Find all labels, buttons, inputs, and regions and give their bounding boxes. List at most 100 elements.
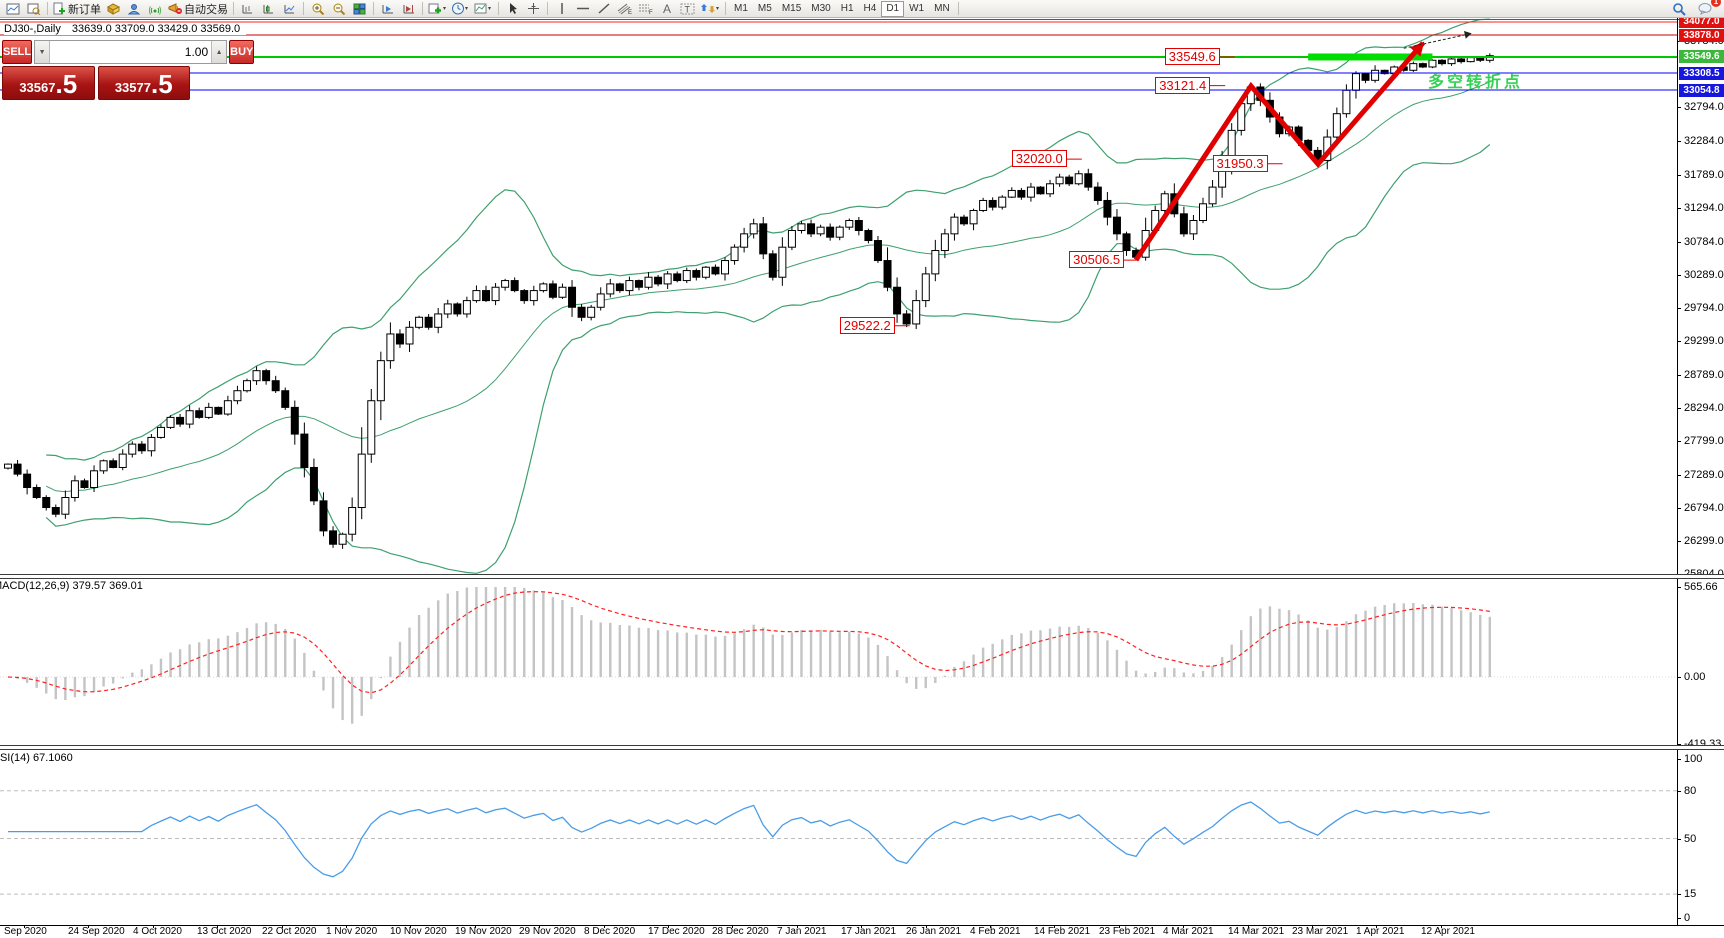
bar-chart-icon[interactable]	[237, 1, 258, 17]
price-level-tag: 33549.6	[1679, 50, 1724, 63]
date-tick	[346, 925, 347, 928]
text-icon[interactable]: A	[656, 1, 677, 17]
price-tick-label: 26299.0	[1684, 535, 1724, 547]
trendline-icon[interactable]	[593, 1, 614, 17]
chart-shift-icon[interactable]	[398, 1, 419, 17]
timeframe-w1[interactable]: W1	[909, 3, 925, 14]
toolbar-separator	[422, 2, 423, 15]
date-tick	[1248, 925, 1249, 928]
text-label-icon[interactable]: T	[677, 1, 698, 17]
axis-tick	[1677, 587, 1681, 588]
buy-price-display[interactable]: 33577 .5	[97, 66, 190, 100]
arrows-button[interactable]	[698, 1, 722, 17]
chart-window-icon[interactable]	[2, 1, 23, 17]
price-annotation: 33121.4	[1155, 77, 1211, 94]
date-label: 17 Dec 2020	[648, 926, 705, 937]
toolbar-right: 1	[1668, 0, 1722, 17]
pane-separator[interactable]	[0, 745, 1724, 750]
date-tick	[217, 925, 218, 928]
buy-button[interactable]: BUY	[229, 40, 255, 64]
date-label: 19 Nov 2020	[455, 926, 512, 937]
price-tick-label: 30784.0	[1684, 236, 1724, 248]
price-annotation: 30506.5	[1069, 251, 1125, 268]
date-label: 4 Oct 2020	[133, 926, 182, 937]
signals-icon[interactable]	[145, 1, 166, 17]
zoom-in-icon[interactable]	[307, 1, 328, 17]
timeframe-m5[interactable]: M5	[757, 3, 772, 14]
equidistant-channel-icon[interactable]: E	[614, 1, 635, 17]
autotrading-button[interactable]: 自动交易	[166, 1, 230, 17]
date-tick	[24, 925, 25, 928]
crosshair-icon[interactable]	[523, 1, 544, 17]
rsi-indicator-pane[interactable]	[0, 750, 1677, 925]
line-chart-icon[interactable]	[279, 1, 300, 17]
sell-price-display[interactable]: 33567 .5	[2, 66, 95, 100]
templates-button[interactable]	[472, 1, 495, 17]
date-tick	[539, 925, 540, 928]
date-label: 1 Nov 2020	[326, 926, 378, 937]
date-tick	[861, 925, 862, 928]
sell-button[interactable]: SELL	[2, 40, 33, 64]
rsi-tick-label: 50	[1684, 833, 1697, 845]
turning-point-label: 多空转折点	[1428, 74, 1524, 91]
axis-tick	[1677, 242, 1681, 243]
vertical-line-icon[interactable]	[551, 1, 572, 17]
axis-tick	[1677, 759, 1681, 760]
timeframe-h4[interactable]: H4	[863, 3, 877, 14]
date-tick	[153, 925, 154, 928]
candlestick-chart-icon[interactable]	[258, 1, 279, 17]
timeframe-mn[interactable]: MN	[934, 3, 950, 14]
svg-text:F: F	[649, 10, 653, 15]
fibonacci-icon[interactable]: F	[635, 1, 656, 17]
toolbar-separator	[47, 2, 48, 15]
axis-tick	[1677, 308, 1681, 309]
timeframe-m15[interactable]: M15	[781, 3, 802, 14]
date-tick	[1054, 925, 1055, 928]
one-click-trading-panel: SELL ▼ ▲ BUY 33567 .5 33577 .5	[2, 40, 255, 102]
data-window-icon[interactable]	[23, 1, 44, 17]
date-tick	[1441, 925, 1442, 928]
price-tick-label: 29299.0	[1684, 335, 1724, 347]
price-tick-label: 31294.0	[1684, 202, 1724, 214]
depth-of-market-icon[interactable]	[103, 1, 124, 17]
rsi-tick-label: 15	[1684, 888, 1697, 900]
tile-windows-icon[interactable]	[349, 1, 370, 17]
axis-tick	[1677, 475, 1681, 476]
new-order-button[interactable]: 新订单	[51, 1, 103, 17]
horizontal-line-icon[interactable]	[572, 1, 593, 17]
search-icon[interactable]	[1668, 1, 1689, 17]
price-chart-pane[interactable]	[0, 18, 1677, 576]
timeframe-h1[interactable]: H1	[840, 3, 854, 14]
price-tick-label: 28294.0	[1684, 402, 1724, 414]
auto-scroll-icon[interactable]	[377, 1, 398, 17]
volume-input[interactable]	[50, 41, 212, 63]
price-annotation: 33549.6	[1164, 48, 1220, 65]
main-toolbar: 新订单 自动交易 E F A T	[0, 0, 1724, 18]
notifications-button[interactable]: 1	[1695, 0, 1721, 17]
axis-tick	[1677, 894, 1681, 895]
axis-tick	[1677, 839, 1681, 840]
date-label: 8 Dec 2020	[584, 926, 636, 937]
macd-indicator-pane[interactable]	[0, 579, 1677, 747]
community-icon[interactable]	[124, 1, 145, 17]
volume-increase-button[interactable]: ▲	[211, 41, 227, 63]
price-tick-label: 31789.0	[1684, 169, 1724, 181]
date-tick	[797, 925, 798, 928]
price-level-tag: 33054.8	[1679, 84, 1724, 97]
cursor-icon[interactable]	[502, 1, 523, 17]
volume-decrease-button[interactable]: ▼	[35, 41, 51, 63]
buy-price-main: 33577	[114, 80, 151, 95]
periods-button[interactable]	[449, 1, 472, 17]
date-label: 4 Mar 2021	[1163, 926, 1214, 937]
zoom-out-icon[interactable]	[328, 1, 349, 17]
pane-separator[interactable]	[0, 574, 1724, 579]
axis-tick	[1677, 541, 1681, 542]
timeframe-m30[interactable]: M30	[811, 3, 831, 14]
timeframe-d1[interactable]: D1	[881, 0, 905, 17]
timeframe-m1[interactable]: M1	[734, 3, 748, 14]
time-axis-border	[0, 925, 1724, 926]
add-indicator-button[interactable]	[426, 1, 449, 17]
rsi-tick-label: 80	[1684, 785, 1697, 797]
date-label: 10 Nov 2020	[390, 926, 447, 937]
